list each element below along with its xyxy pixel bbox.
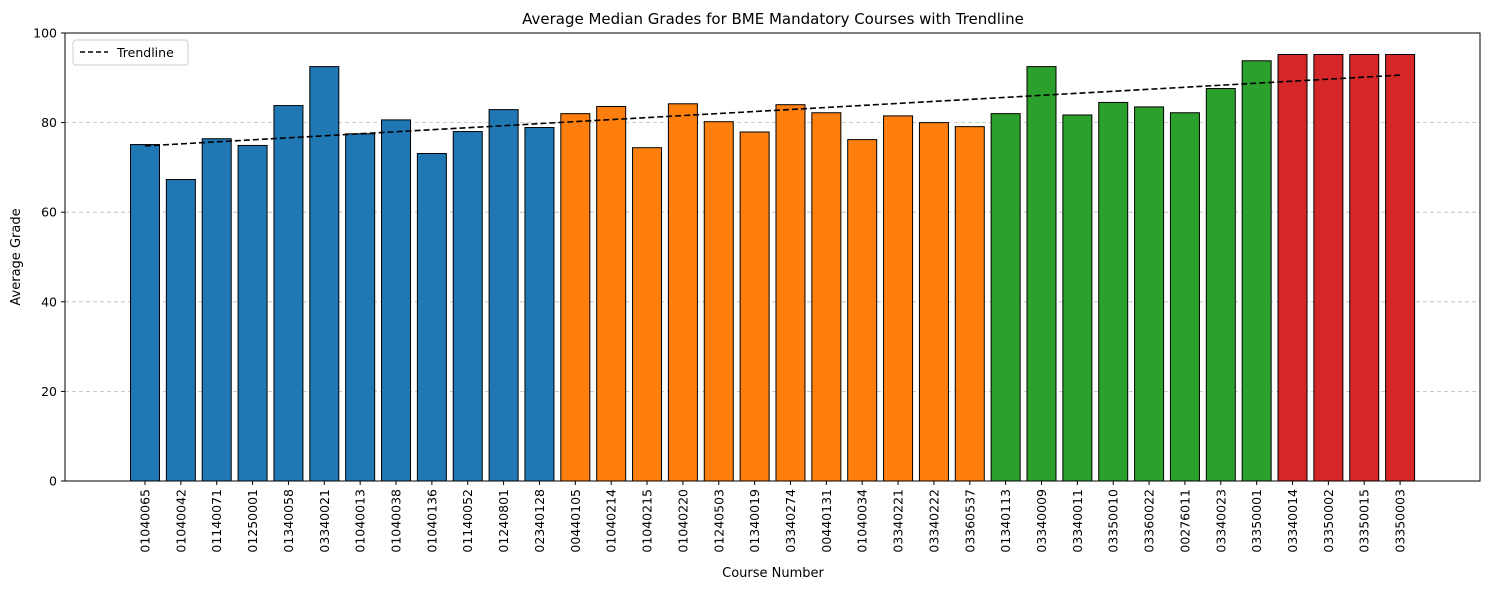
x-tick-label: 03360022	[1142, 489, 1157, 553]
y-tick-label: 100	[33, 26, 57, 41]
legend: Trendline	[72, 39, 189, 66]
bar	[524, 127, 555, 482]
x-tick-label: 03340023	[1213, 489, 1228, 553]
x-axis-ticks: 01040065 01040042 01140071 01250001 01340058…	[138, 481, 1408, 553]
bar	[1098, 101, 1129, 482]
bar	[1313, 54, 1344, 482]
x-tick-label: 01340113	[998, 489, 1013, 553]
bar	[775, 104, 806, 482]
bar	[1062, 114, 1093, 482]
x-tick-label: 00276011	[1177, 489, 1192, 553]
x-tick-label: 01140071	[209, 489, 224, 553]
y-tick-label: 20	[41, 384, 57, 399]
trendline-path	[144, 74, 1401, 147]
bar	[1349, 54, 1380, 482]
bar	[1169, 112, 1200, 482]
bar	[237, 144, 268, 482]
bar	[883, 115, 914, 482]
y-axis-ticks: 0 20 40 60 80 100	[33, 26, 65, 489]
legend-trendline-label: Trendline	[116, 45, 174, 60]
x-tick-label: 01040220	[675, 489, 690, 553]
bar	[309, 66, 340, 482]
x-tick-label: 01340058	[281, 489, 296, 553]
x-tick-label: 03350015	[1357, 489, 1372, 553]
x-tick-label: 01040214	[604, 489, 619, 553]
bar	[990, 113, 1021, 482]
bar	[452, 131, 483, 482]
x-tick-label: 01240503	[711, 489, 726, 553]
x-tick-label: 03340221	[891, 489, 906, 553]
x-tick-label: 01040215	[640, 489, 655, 553]
x-tick-label: 03340011	[1070, 489, 1085, 553]
bar	[1385, 54, 1416, 482]
bar	[165, 178, 196, 482]
x-tick-label: 01040042	[173, 489, 188, 553]
x-tick-label: 01040136	[424, 489, 439, 553]
bar	[918, 122, 949, 482]
x-tick-label: 03350003	[1393, 489, 1408, 553]
y-tick-label: 60	[41, 205, 57, 220]
bar	[273, 105, 304, 482]
x-tick-label: 03350010	[1106, 489, 1121, 553]
bar	[667, 103, 698, 482]
x-tick-label: 01340019	[747, 489, 762, 553]
x-tick-label: 01040065	[138, 489, 153, 553]
bar	[703, 121, 734, 482]
bar	[1241, 60, 1272, 482]
x-tick-label: 01040013	[353, 489, 368, 553]
x-axis-label: Course Number	[722, 566, 824, 581]
bar	[632, 147, 663, 482]
bar	[130, 144, 160, 482]
x-tick-label: 03350002	[1321, 489, 1336, 553]
legend-box	[72, 39, 189, 66]
x-tick-label: 03350001	[1249, 489, 1264, 553]
x-tick-label: 03340274	[783, 489, 798, 553]
bar	[739, 131, 770, 482]
bar	[847, 139, 878, 482]
x-tick-label: 01240801	[496, 489, 511, 553]
y-axis-label: Average Grade	[9, 208, 24, 305]
x-tick-label: 01040034	[855, 489, 870, 553]
bar	[811, 112, 842, 482]
bar	[1277, 54, 1308, 482]
bars	[130, 54, 1416, 482]
bar	[416, 153, 447, 482]
x-tick-label: 03340014	[1285, 489, 1300, 553]
plot-frame	[64, 32, 1481, 482]
bar	[345, 133, 376, 482]
x-tick-label: 03340021	[317, 489, 332, 553]
y-tick-label: 40	[41, 294, 57, 309]
bar	[488, 109, 519, 482]
x-tick-label: 02340128	[532, 489, 547, 553]
y-tick-label: 0	[49, 474, 57, 489]
x-tick-label: 03360537	[962, 489, 977, 553]
bar	[560, 113, 591, 482]
x-tick-label: 03340222	[926, 489, 941, 553]
x-tick-label: 01040038	[389, 489, 404, 553]
x-tick-label: 01140052	[460, 489, 475, 553]
bar	[1134, 106, 1165, 482]
x-tick-label: 03340009	[1034, 489, 1049, 553]
bar	[1026, 66, 1057, 482]
x-tick-label: 01250001	[245, 489, 260, 553]
bar	[954, 126, 985, 482]
bar	[201, 138, 232, 482]
bar	[381, 119, 412, 482]
y-tick-label: 80	[41, 115, 57, 130]
bar	[596, 105, 627, 482]
chart-title: Average Median Grades for BME Mandatory …	[522, 10, 1024, 28]
x-tick-label: 00440131	[819, 489, 834, 553]
x-tick-label: 00440105	[568, 489, 583, 553]
trendline	[144, 74, 1401, 147]
bar	[1205, 88, 1236, 482]
